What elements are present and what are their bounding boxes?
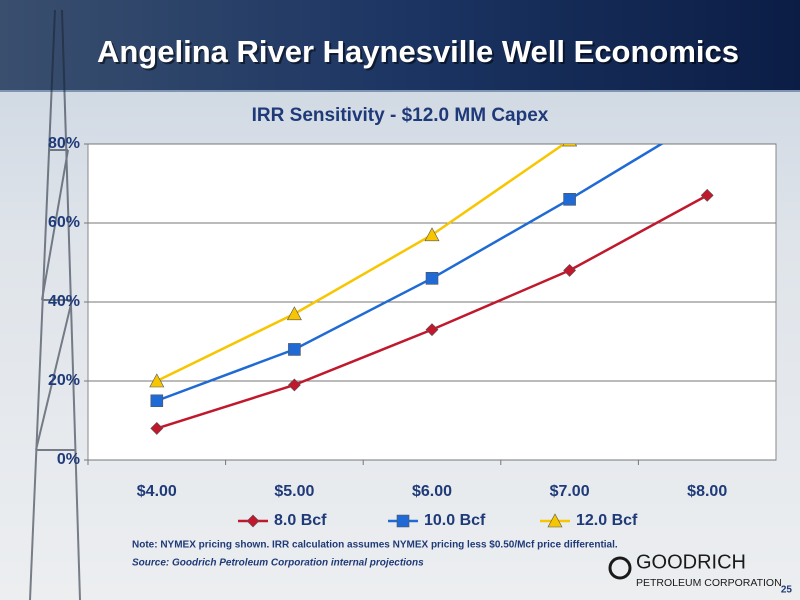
legend-label: 10.0 Bcf bbox=[424, 512, 486, 529]
marker bbox=[149, 373, 165, 388]
marker bbox=[701, 110, 713, 122]
legend-marker bbox=[547, 513, 563, 528]
source: Source: Goodrich Petroleum Corporation i… bbox=[132, 558, 424, 569]
marker bbox=[288, 343, 301, 356]
derrick bbox=[29, 9, 81, 600]
plot-clip bbox=[149, 110, 714, 435]
legend-marker bbox=[396, 514, 410, 528]
y-tick-label: 80% bbox=[48, 135, 80, 152]
x-tick-label: $8.00 bbox=[687, 483, 727, 500]
logo-subname: PETROLEUM CORPORATION bbox=[636, 577, 782, 589]
header-rule bbox=[0, 90, 800, 92]
note: Note: NYMEX pricing shown. IRR calculati… bbox=[132, 540, 618, 551]
x-tick-label: $6.00 bbox=[412, 483, 452, 500]
marker bbox=[700, 188, 714, 202]
logo-name: GOODRICH bbox=[636, 551, 746, 573]
x-tick-label: $7.00 bbox=[550, 483, 590, 500]
logo: GOODRICH PETROLEUM CORPORATION bbox=[608, 551, 782, 589]
legend-label: 8.0 Bcf bbox=[274, 512, 327, 529]
marker bbox=[425, 323, 439, 337]
x-tick-label: $5.00 bbox=[274, 483, 314, 500]
marker bbox=[150, 394, 164, 408]
x-tick-label: $4.00 bbox=[137, 483, 177, 500]
y-tick-label: 40% bbox=[48, 293, 80, 310]
chart-title: IRR Sensitivity - $12.0 MM Capex bbox=[252, 105, 549, 126]
slide-title-shadow: Angelina River Haynesville Well Economic… bbox=[99, 36, 741, 71]
y-tick-label: 60% bbox=[48, 214, 80, 231]
marker bbox=[150, 421, 164, 435]
marker bbox=[286, 306, 302, 321]
marker bbox=[424, 227, 440, 242]
marker bbox=[562, 144, 578, 147]
legend-label: 12.0 Bcf bbox=[576, 512, 638, 529]
y-tick-label: 20% bbox=[48, 372, 80, 389]
marker bbox=[287, 378, 301, 392]
marker bbox=[563, 263, 577, 277]
header-band bbox=[0, 0, 800, 92]
marker bbox=[425, 271, 439, 285]
legend-marker bbox=[246, 514, 260, 528]
page-number: 25 bbox=[781, 585, 793, 596]
marker bbox=[563, 193, 576, 206]
y-tick-label: 0% bbox=[57, 451, 80, 468]
logo-icon bbox=[608, 556, 632, 580]
slide-title: Angelina River Haynesville Well Economic… bbox=[97, 34, 739, 69]
